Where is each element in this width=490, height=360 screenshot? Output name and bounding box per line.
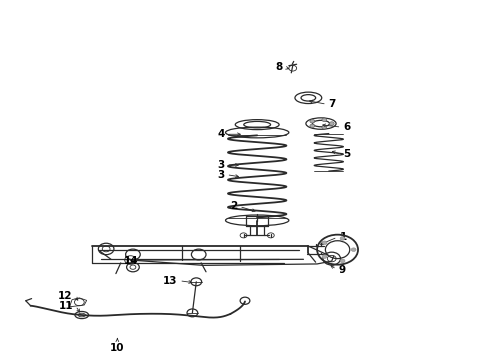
- Circle shape: [322, 126, 327, 129]
- Text: 3: 3: [217, 170, 224, 180]
- Text: 8: 8: [276, 63, 283, 72]
- Circle shape: [340, 237, 345, 240]
- Circle shape: [340, 259, 345, 263]
- Circle shape: [310, 124, 315, 128]
- Circle shape: [329, 122, 334, 125]
- Text: 5: 5: [343, 149, 350, 159]
- Text: 12: 12: [58, 292, 73, 301]
- Text: 11: 11: [59, 301, 74, 311]
- Circle shape: [322, 241, 327, 244]
- Text: 7: 7: [328, 99, 336, 109]
- Text: 6: 6: [343, 122, 350, 132]
- Circle shape: [351, 248, 356, 251]
- Text: 1: 1: [340, 232, 347, 242]
- Text: 10: 10: [110, 343, 124, 353]
- Text: 3: 3: [217, 160, 224, 170]
- Text: 14: 14: [124, 256, 139, 266]
- Text: 13: 13: [163, 276, 177, 286]
- Circle shape: [322, 255, 327, 258]
- Text: 2: 2: [230, 202, 237, 211]
- Circle shape: [322, 118, 327, 122]
- Circle shape: [310, 120, 315, 123]
- Text: 4: 4: [217, 129, 224, 139]
- Text: 9: 9: [338, 265, 345, 275]
